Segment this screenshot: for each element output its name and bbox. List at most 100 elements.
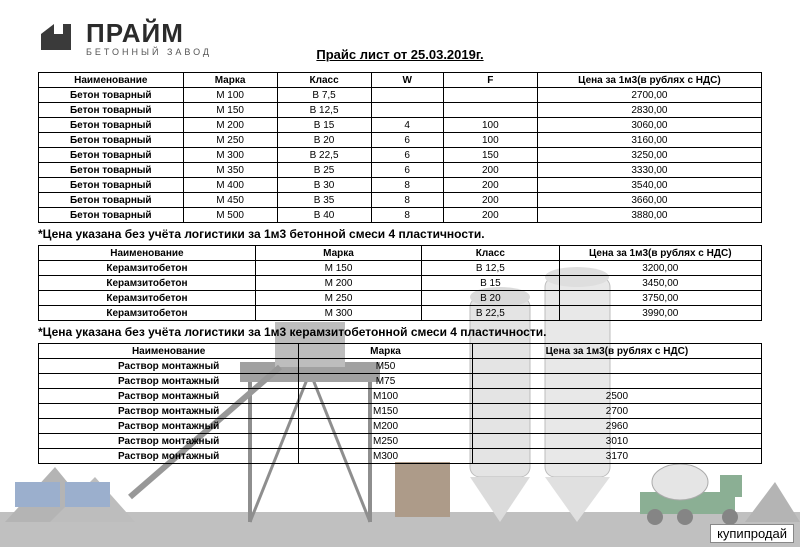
table-cell: Бетон товарный [39, 163, 184, 178]
table-cell: В 40 [277, 208, 371, 223]
table-row: Бетон товарныйМ 350В 2562003330,00 [39, 163, 762, 178]
column-header: Марка [255, 246, 421, 261]
table-cell: В 25 [277, 163, 371, 178]
table-row: Раствор монтажныйМ50 [39, 359, 762, 374]
table-cell [443, 103, 537, 118]
table-cell: В 12,5 [422, 261, 559, 276]
table-cell [472, 374, 761, 389]
table-row: Бетон товарныйМ 300В 22,561503250,00 [39, 148, 762, 163]
table-row: КерамзитобетонМ 250В 203750,00 [39, 291, 762, 306]
column-header: Цена за 1м3(в рублях с НДС) [472, 344, 761, 359]
table-row: Раствор монтажныйМ2503010 [39, 434, 762, 449]
table-cell: 3060,00 [537, 118, 761, 133]
column-header: Цена за 1м3(в рублях с НДС) [559, 246, 761, 261]
column-header: Цена за 1м3(в рублях с НДС) [537, 73, 761, 88]
table-row: КерамзитобетонМ 150В 12,53200,00 [39, 261, 762, 276]
price-table-concrete: НаименованиеМаркаКлассWFЦена за 1м3(в ру… [38, 72, 762, 223]
table-cell: М50 [299, 359, 473, 374]
table-cell: В 7,5 [277, 88, 371, 103]
table-cell: В 30 [277, 178, 371, 193]
table-cell: Керамзитобетон [39, 291, 256, 306]
table-cell: 8 [371, 178, 443, 193]
table-cell: 150 [443, 148, 537, 163]
table-row: Бетон товарныйМ 500В 4082003880,00 [39, 208, 762, 223]
table-cell: В 12,5 [277, 103, 371, 118]
table-cell: Бетон товарный [39, 133, 184, 148]
table-cell: М 350 [183, 163, 277, 178]
table-cell [371, 103, 443, 118]
table-cell: 8 [371, 208, 443, 223]
table-cell: 2700,00 [537, 88, 761, 103]
table-cell: В 22,5 [277, 148, 371, 163]
table-cell: 3170 [472, 449, 761, 464]
table-row: Раствор монтажныйМ1002500 [39, 389, 762, 404]
table-row: Бетон товарныйМ 100В 7,5 2700,00 [39, 88, 762, 103]
table-row: КерамзитобетонМ 300В 22,53990,00 [39, 306, 762, 321]
table-cell: 100 [443, 118, 537, 133]
table-cell: 100 [443, 133, 537, 148]
table-cell: М 300 [255, 306, 421, 321]
table-cell: 200 [443, 178, 537, 193]
table-cell: 3660,00 [537, 193, 761, 208]
table-cell: Бетон товарный [39, 88, 184, 103]
table-cell: 2700 [472, 404, 761, 419]
table-cell: Раствор монтажный [39, 359, 299, 374]
table-cell: 2960 [472, 419, 761, 434]
column-header: Наименование [39, 246, 256, 261]
table-cell: М 100 [183, 88, 277, 103]
table-cell: Раствор монтажный [39, 404, 299, 419]
table-cell: 6 [371, 133, 443, 148]
watermark: купипродай [710, 524, 794, 543]
table-row: КерамзитобетонМ 200В 153450,00 [39, 276, 762, 291]
table-cell: М 250 [183, 133, 277, 148]
table-row: Раствор монтажныйМ75 [39, 374, 762, 389]
table-cell: Керамзитобетон [39, 261, 256, 276]
table-cell: 3540,00 [537, 178, 761, 193]
table-cell: В 15 [422, 276, 559, 291]
table-row: Бетон товарныйМ 150В 12,52830,00 [39, 103, 762, 118]
note-keramzit: *Цена указана без учёта логистики за 1м3… [38, 325, 762, 339]
price-table-mortar: НаименованиеМаркаЦена за 1м3(в рублях с … [38, 343, 762, 464]
table-cell: 200 [443, 163, 537, 178]
table-cell: В 20 [277, 133, 371, 148]
table-cell: М250 [299, 434, 473, 449]
table-cell: 3330,00 [537, 163, 761, 178]
table-cell: М 150 [183, 103, 277, 118]
column-header: W [371, 73, 443, 88]
table-row: Бетон товарныйМ 450В 3582003660,00 [39, 193, 762, 208]
column-header: Наименование [39, 344, 299, 359]
table-cell: Бетон товарный [39, 208, 184, 223]
table-row: Раствор монтажныйМ3003170 [39, 449, 762, 464]
table-cell: 200 [443, 208, 537, 223]
table-cell: 3450,00 [559, 276, 761, 291]
table-cell: 2500 [472, 389, 761, 404]
table-cell: 3010 [472, 434, 761, 449]
table-cell: Керамзитобетон [39, 306, 256, 321]
table-cell: Бетон товарный [39, 148, 184, 163]
table-cell: 3990,00 [559, 306, 761, 321]
brand-name: ПРАЙМ [86, 20, 212, 46]
table-cell: М 250 [255, 291, 421, 306]
table-cell: 3750,00 [559, 291, 761, 306]
column-header: Наименование [39, 73, 184, 88]
table-cell: Керамзитобетон [39, 276, 256, 291]
table-cell: М 500 [183, 208, 277, 223]
table-cell: В 15 [277, 118, 371, 133]
table-cell: 3880,00 [537, 208, 761, 223]
table-cell: М 200 [255, 276, 421, 291]
table-cell: М300 [299, 449, 473, 464]
table-cell: 6 [371, 148, 443, 163]
table-cell: Раствор монтажный [39, 419, 299, 434]
table-cell: М100 [299, 389, 473, 404]
table-cell: Бетон товарный [39, 193, 184, 208]
column-header: Класс [422, 246, 559, 261]
table-cell: В 35 [277, 193, 371, 208]
table-cell: 3200,00 [559, 261, 761, 276]
table-cell: В 20 [422, 291, 559, 306]
table-cell: В 22,5 [422, 306, 559, 321]
table-cell: М 450 [183, 193, 277, 208]
price-table-keramzit: НаименованиеМаркаКлассЦена за 1м3(в рубл… [38, 245, 762, 321]
table-cell: Бетон товарный [39, 178, 184, 193]
table-row: Бетон товарныйМ 250В 2061003160,00 [39, 133, 762, 148]
table-cell: 4 [371, 118, 443, 133]
